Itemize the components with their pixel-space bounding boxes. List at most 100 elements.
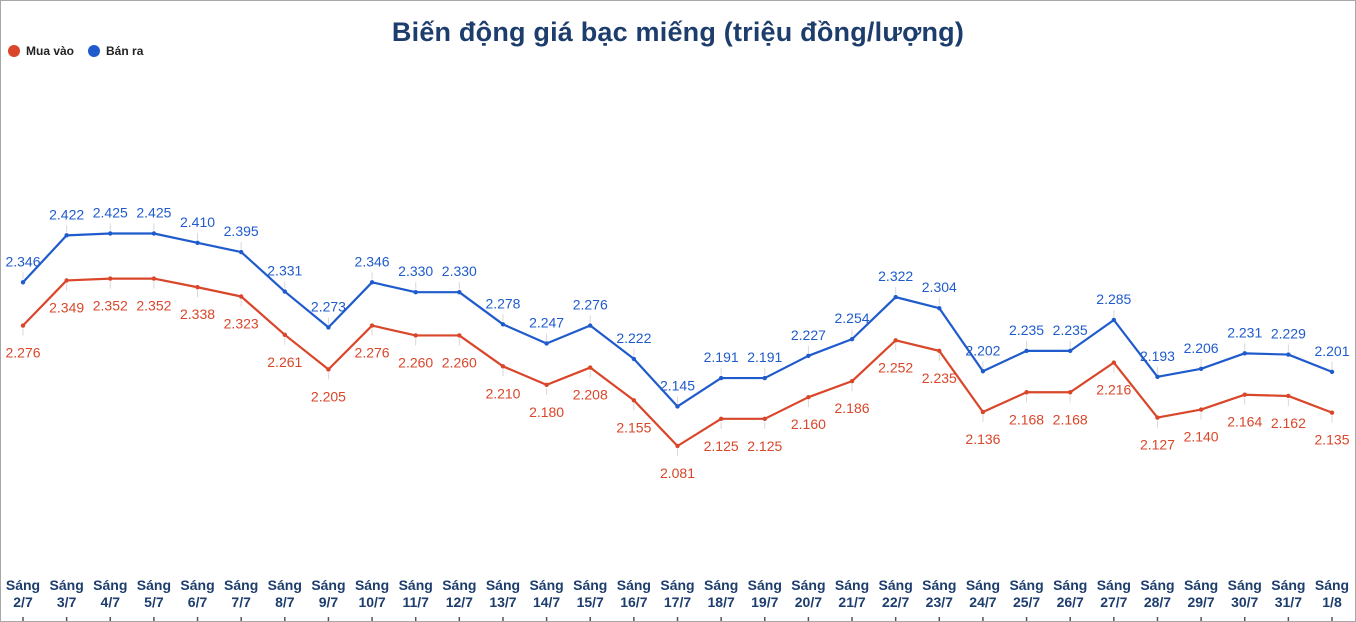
data-point <box>675 443 680 449</box>
data-label: 2.125 <box>704 438 739 454</box>
data-point <box>326 367 331 372</box>
data-point <box>500 364 506 369</box>
data-label: 2.276 <box>573 297 608 313</box>
x-tick-label: Sáng <box>180 577 214 593</box>
x-tick-label: Sáng <box>1184 577 1218 593</box>
x-tick-label: Sáng <box>879 577 913 593</box>
data-point <box>1111 317 1117 323</box>
data-point <box>1329 410 1335 415</box>
data-label: 2.260 <box>398 354 433 370</box>
data-point <box>544 382 549 388</box>
data-label: 2.273 <box>311 298 346 314</box>
data-point <box>369 323 375 328</box>
x-tick-label: Sáng <box>1228 577 1262 593</box>
data-point <box>20 280 26 285</box>
data-label: 2.193 <box>1140 348 1175 364</box>
data-point <box>1024 348 1029 354</box>
x-tick-label: 31/7 <box>1275 594 1302 610</box>
data-point <box>544 341 549 346</box>
data-label: 2.422 <box>49 206 84 222</box>
x-tick-label: 20/7 <box>795 594 822 610</box>
x-tick-label: Sáng <box>1140 577 1174 593</box>
x-tick-label: 8/7 <box>275 594 295 610</box>
data-point <box>980 409 986 415</box>
x-tick-label: Sáng <box>50 577 84 593</box>
data-point <box>849 336 855 342</box>
data-label: 2.227 <box>791 327 826 343</box>
data-label: 2.081 <box>660 465 695 481</box>
x-tick-label: Sáng <box>966 577 1000 593</box>
data-point <box>413 289 418 295</box>
x-tick-label: 21/7 <box>838 594 865 610</box>
x-tick-label: Sáng <box>268 577 302 593</box>
chart-title: Biến động giá bạc miếng (triệu đồng/lượn… <box>391 17 965 47</box>
data-point <box>282 332 287 338</box>
x-tick-label: Sáng <box>748 577 782 593</box>
data-label: 2.410 <box>180 214 215 230</box>
x-tick-label: 30/7 <box>1231 594 1258 610</box>
data-point <box>1198 366 1204 371</box>
data-point <box>893 294 898 300</box>
data-label: 2.180 <box>529 404 564 420</box>
x-tick-label: Sáng <box>617 577 651 593</box>
data-point <box>806 353 811 359</box>
data-label: 2.346 <box>5 253 40 269</box>
data-point <box>718 375 724 381</box>
data-label: 2.229 <box>1271 326 1306 342</box>
x-tick-label: 15/7 <box>577 594 604 610</box>
data-label: 2.140 <box>1184 429 1219 445</box>
data-point <box>588 323 593 328</box>
x-tick-label: 24/7 <box>969 594 996 610</box>
data-point <box>980 369 986 374</box>
x-tick-label: Sáng <box>311 577 345 593</box>
data-label: 2.395 <box>224 223 259 239</box>
data-point <box>849 378 855 384</box>
data-label: 2.261 <box>267 354 302 370</box>
data-point <box>413 333 418 338</box>
data-label: 2.136 <box>965 431 1000 447</box>
data-point <box>1068 348 1073 354</box>
data-point <box>108 276 113 281</box>
data-point <box>1068 390 1073 395</box>
data-label: 2.352 <box>93 298 128 314</box>
data-label: 2.285 <box>1096 291 1131 307</box>
data-point <box>457 289 462 295</box>
data-point <box>1024 390 1029 395</box>
data-point <box>937 306 942 311</box>
x-tick-label: 12/7 <box>446 594 473 610</box>
x-tick-label: 14/7 <box>533 594 560 610</box>
data-point <box>937 348 942 354</box>
data-label: 2.235 <box>922 370 957 386</box>
data-point <box>64 233 69 238</box>
data-point <box>1242 351 1247 356</box>
x-tick-label: 26/7 <box>1057 594 1084 610</box>
data-point <box>675 404 680 409</box>
x-tick-label: 16/7 <box>620 594 647 610</box>
data-point <box>1155 415 1160 420</box>
data-label: 2.135 <box>1314 432 1349 448</box>
x-tick-label: 1/8 <box>1322 594 1342 610</box>
data-point <box>1286 393 1291 399</box>
data-label: 2.222 <box>616 330 651 346</box>
x-tick-label: Sáng <box>529 577 563 593</box>
data-label: 2.254 <box>835 310 870 326</box>
data-label: 2.202 <box>965 342 1000 358</box>
data-label: 2.352 <box>136 298 171 314</box>
data-label: 2.205 <box>311 388 346 404</box>
data-label: 2.425 <box>136 205 171 221</box>
x-tick-label: 3/7 <box>57 594 77 610</box>
data-label: 2.145 <box>660 377 695 393</box>
legend-item-mua-vao: Mua vào <box>8 44 74 58</box>
data-label: 2.304 <box>922 279 957 295</box>
data-label: 2.276 <box>355 345 390 361</box>
data-point <box>718 416 724 422</box>
x-tick-label: Sáng <box>704 577 738 593</box>
data-label: 2.186 <box>835 400 870 416</box>
data-point <box>238 294 244 299</box>
x-tick-label: 28/7 <box>1144 594 1171 610</box>
data-label: 2.346 <box>355 253 390 269</box>
x-tick-label: 13/7 <box>489 594 516 610</box>
x-tick-label: 23/7 <box>926 594 953 610</box>
